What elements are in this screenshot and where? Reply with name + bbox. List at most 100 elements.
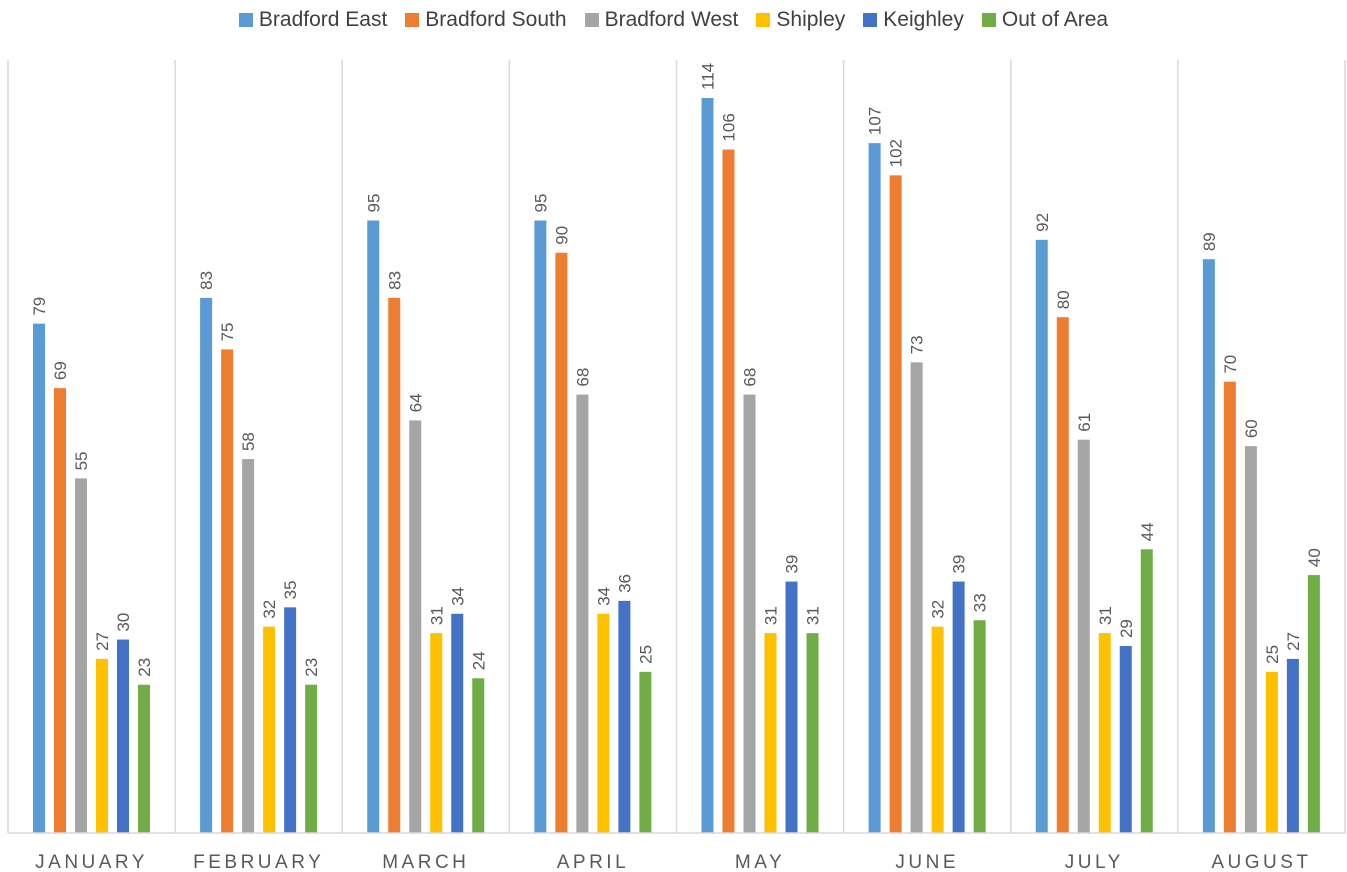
bar [952,581,965,833]
data-label: 39 [783,555,802,574]
bar [200,297,213,833]
data-label: 75 [218,323,237,342]
legend-label: Bradford South [425,8,567,31]
legend-swatch [238,13,253,27]
category-label: AUGUST [1211,852,1311,872]
bar [284,607,297,833]
category-label: MAY [735,852,785,872]
bar [1265,671,1278,833]
data-label: 70 [1221,355,1240,374]
legend-swatch [981,13,996,27]
data-label: 40 [1305,548,1324,567]
legend-swatch [863,13,878,27]
data-label: 69 [51,361,70,380]
data-label: 35 [281,580,300,599]
legend-item: Keighley [863,8,964,32]
category-label: FEBRUARY [193,852,324,872]
data-label: 32 [260,600,279,619]
bar [96,658,108,833]
data-label: 73 [908,335,927,354]
bar [1244,446,1257,833]
data-label: 55 [72,451,91,470]
data-label: 95 [531,194,550,213]
data-label: 90 [552,226,571,245]
bar [743,394,756,833]
bar [33,323,45,833]
data-label: 24 [469,651,488,670]
legend-label: Bradford East [258,8,388,31]
bar [451,613,464,833]
data-label: 39 [950,555,969,574]
data-label: 34 [448,587,467,606]
data-label: 31 [804,606,823,625]
data-label: 80 [1054,290,1073,309]
bar [430,633,443,833]
legend-label: Shipley [776,8,846,31]
bar [472,678,485,833]
data-label: 102 [887,139,906,167]
legend-item: Out of Area [981,8,1109,32]
legend: Bradford East Bradford South Bradford West… [0,8,1347,32]
data-label: 89 [1200,232,1219,251]
bar [138,684,150,833]
bar [931,626,944,833]
data-label: 23 [302,658,321,677]
bar [1307,575,1320,833]
bar [868,143,881,833]
bar [1056,317,1069,833]
data-label: 107 [866,107,885,135]
bar [889,175,902,834]
bar [722,149,735,833]
legend-label: Bradford West [604,8,739,31]
data-label: 58 [239,432,258,451]
bar [618,600,631,833]
bar [597,613,610,833]
data-label: 95 [364,194,383,213]
data-label: 60 [1242,419,1261,438]
bar [409,420,422,833]
data-label: 33 [971,593,990,612]
data-label: 30 [114,613,133,632]
data-label: 79 [30,297,49,316]
category-label: APRIL [557,852,629,872]
bar [1286,658,1299,833]
bar [639,671,652,833]
bar [534,220,547,833]
data-label: 34 [594,587,613,606]
bar [388,297,401,833]
data-label: 68 [573,368,592,387]
data-label: 31 [427,606,446,625]
legend-swatch [584,13,599,27]
bar [221,349,234,833]
legend-item: Bradford West [584,8,739,32]
bar [242,459,255,833]
bar [1202,259,1215,833]
bar [555,252,568,834]
bar [117,639,129,833]
bar [764,633,777,833]
bar [1098,633,1111,833]
legend-label: Out of Area [1001,8,1109,31]
data-label: 83 [385,271,404,290]
data-label: 83 [197,271,216,290]
data-label: 25 [636,645,655,664]
legend-item: Shipley [756,8,845,32]
legend-item: Bradford East [238,8,388,32]
data-label: 68 [741,368,760,387]
data-label: 25 [1263,645,1282,664]
data-label: 114 [699,63,718,90]
category-label: JUNE [895,852,959,872]
bar [1119,646,1132,833]
data-label: 36 [615,574,634,593]
data-label: 29 [1117,619,1136,638]
legend-label: Keighley [883,8,964,31]
bar [910,362,923,833]
data-label: 31 [762,606,781,625]
data-label: 27 [1284,632,1303,651]
legend-swatch [756,13,771,27]
bar [701,98,714,833]
bar [806,633,819,833]
data-label: 64 [406,393,425,412]
